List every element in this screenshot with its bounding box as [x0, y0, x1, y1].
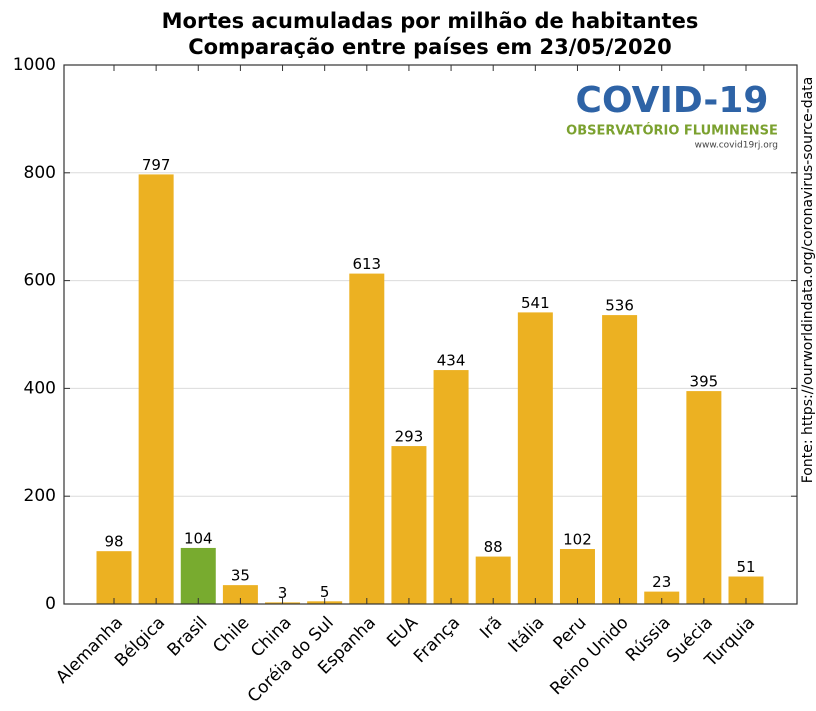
bar — [222, 585, 258, 604]
y-tick-label: 600 — [24, 271, 56, 291]
value-label: 541 — [521, 294, 550, 312]
bar — [391, 446, 427, 604]
bar — [349, 273, 385, 604]
value-label: 613 — [352, 255, 381, 273]
chart-title: Mortes acumuladas por milhão de habitant… — [162, 9, 699, 33]
bar — [517, 312, 553, 604]
bar — [644, 591, 680, 604]
value-label: 536 — [605, 297, 634, 315]
logo-title: COVID-19 — [576, 80, 769, 121]
x-tick-label: França — [410, 613, 464, 667]
logo-url: www.covid19rj.org — [695, 141, 778, 151]
x-tick-label: Brasil — [164, 613, 212, 661]
source-note: Fonte: https://ourworldindata.org/corona… — [800, 77, 816, 484]
bar — [602, 315, 638, 604]
value-label: 104 — [184, 529, 213, 547]
value-label: 5 — [320, 583, 330, 601]
value-label: 434 — [437, 352, 466, 370]
bar — [686, 391, 722, 604]
value-label: 51 — [736, 558, 755, 576]
x-tick-label: Itália — [505, 613, 549, 657]
value-label: 23 — [652, 573, 671, 591]
chart-title: Comparação entre países em 23/05/2020 — [188, 35, 672, 59]
y-tick-label: 1000 — [13, 55, 56, 75]
y-tick-label: 0 — [45, 594, 56, 614]
bar — [96, 551, 132, 604]
plot-frame — [63, 64, 798, 605]
value-label: 35 — [231, 567, 250, 585]
x-tick-label: Reino Unido — [546, 613, 632, 699]
x-tick-label: Alemanha — [52, 613, 127, 688]
value-label: 88 — [484, 538, 503, 556]
y-tick-label: 800 — [24, 163, 56, 183]
bar — [475, 556, 511, 604]
value-label: 3 — [278, 584, 288, 602]
bar — [138, 174, 174, 605]
bar — [433, 370, 469, 604]
bar — [559, 549, 595, 604]
value-label: 395 — [690, 373, 719, 391]
value-label: 98 — [104, 533, 123, 551]
logo-subtitle: OBSERVATÓRIO FLUMINENSE — [566, 123, 778, 139]
bar — [180, 547, 216, 604]
x-tick-label: Chile — [209, 613, 253, 657]
value-label: 797 — [142, 156, 171, 174]
x-tick-label: Irã — [476, 613, 506, 643]
y-tick-label: 200 — [24, 486, 56, 506]
value-label: 293 — [395, 428, 424, 446]
y-tick-label: 400 — [24, 378, 56, 398]
value-label: 102 — [563, 531, 592, 549]
